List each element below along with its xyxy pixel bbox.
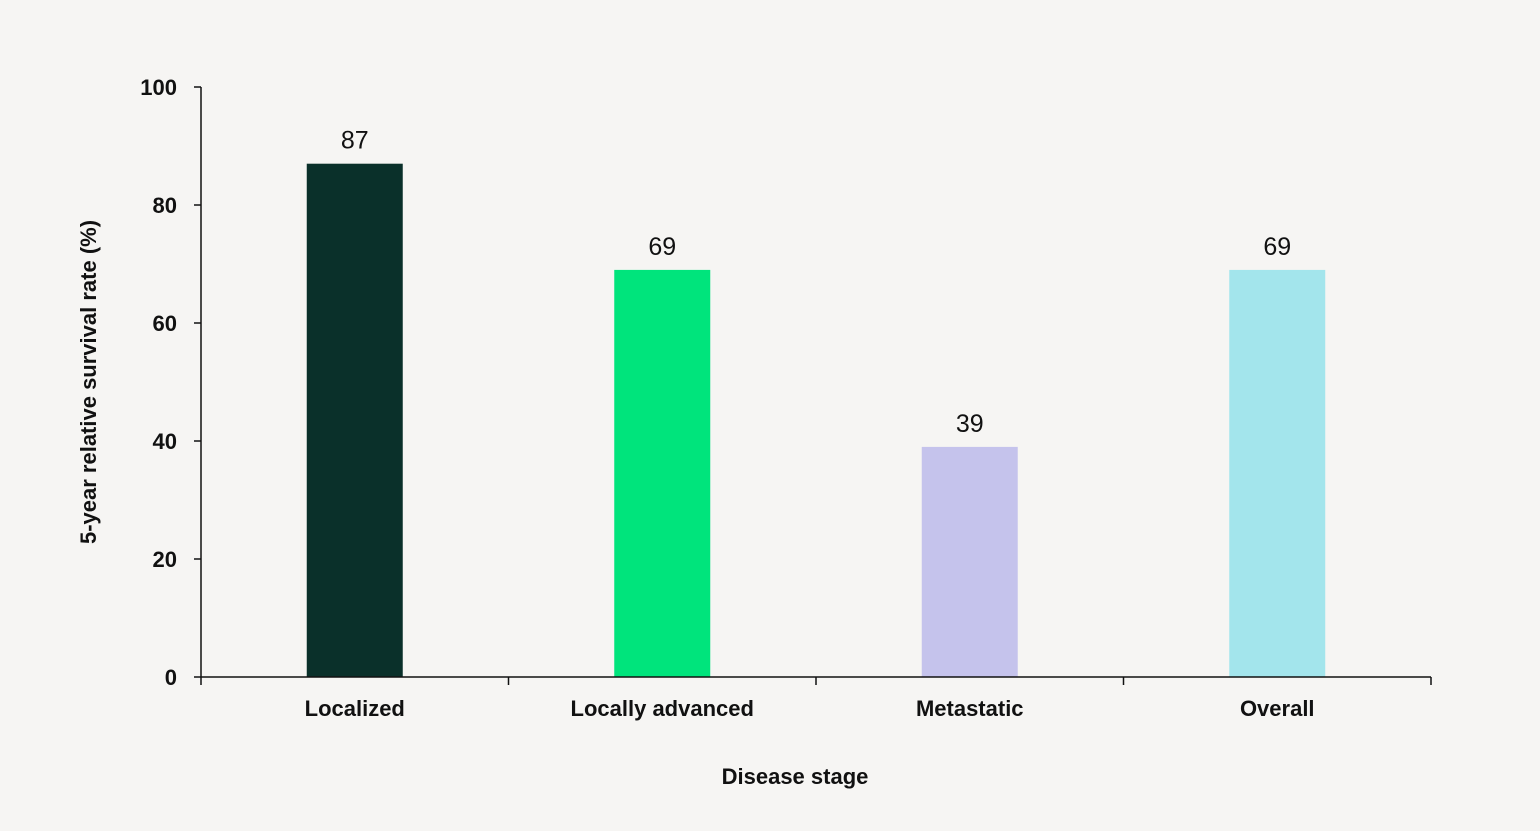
bar — [306, 163, 403, 677]
y-tick-label: 60 — [153, 311, 177, 336]
y-tick-label: 20 — [153, 547, 177, 572]
y-tick-label: 0 — [165, 665, 177, 690]
category-label: Localized — [305, 696, 405, 721]
category-label: Locally advanced — [571, 696, 754, 721]
x-axis-ticks — [200, 677, 1432, 685]
y-tick-label: 80 — [153, 193, 177, 218]
data-label: 69 — [1263, 233, 1291, 261]
data-label: 39 — [956, 410, 984, 438]
data-label: 69 — [648, 233, 676, 261]
data-label: 87 — [341, 127, 369, 155]
data-labels: 87 69 39 69 — [341, 127, 1291, 438]
y-tick-label: 40 — [153, 429, 177, 454]
bars — [306, 163, 1326, 677]
bar — [1229, 269, 1326, 677]
y-axis-title: 5-year relative survival rate (%) — [76, 220, 101, 544]
bar — [614, 269, 711, 677]
y-tick-label: 100 — [140, 75, 177, 100]
x-axis-title: Disease stage — [722, 764, 869, 789]
category-label: Metastatic — [916, 696, 1024, 721]
bar — [921, 446, 1018, 677]
y-axis-ticks: 0 20 40 60 80 100 — [140, 75, 201, 690]
category-labels: Localized Locally advanced Metastatic Overa… — [305, 696, 1315, 721]
category-label: Overall — [1240, 696, 1315, 721]
